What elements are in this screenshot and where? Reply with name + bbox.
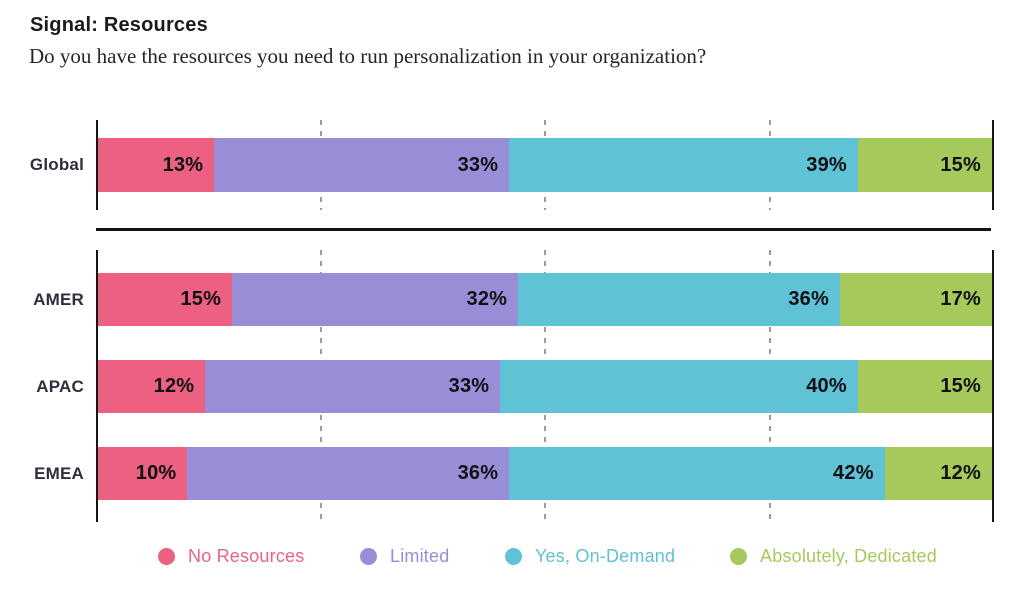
bar-segment: 15% (98, 273, 233, 326)
legend-label: No Resources (188, 546, 305, 566)
bar-segment: 40% (500, 360, 858, 413)
bar-row-apac: 12% 33% 40% 15% (98, 360, 992, 413)
bar-segment: 33% (205, 360, 501, 413)
value-label: 32% (466, 288, 508, 310)
bar-row-global: 13% 33% 39% 15% (98, 138, 992, 192)
legend-item: Absolutely, Dedicated (730, 546, 937, 567)
legend-label: Absolutely, Dedicated (760, 546, 937, 566)
legend-item: No Resources (158, 546, 304, 567)
value-label: 15% (940, 153, 981, 176)
value-label: 36% (457, 462, 499, 484)
bar-segment: 36% (187, 447, 510, 500)
value-label: 33% (457, 153, 499, 176)
value-label: 12% (153, 375, 195, 397)
value-label: 13% (162, 153, 204, 176)
legend-swatch-icon (158, 548, 175, 565)
legend-swatch-icon (730, 548, 747, 565)
chart-question-subtitle: Do you have the resources you need to ru… (29, 44, 707, 68)
bar-segment: 12% (884, 447, 992, 500)
row-label-apac: APAC (36, 376, 84, 396)
legend-item: Yes, On-Demand (505, 546, 675, 567)
legend-item: Limited (360, 546, 449, 567)
value-label: 15% (180, 288, 222, 310)
legend-label: Limited (390, 546, 450, 566)
global-chart-section: Global 13% 33% 39% 15% (0, 120, 1024, 210)
bar-segment: 15% (857, 138, 992, 192)
page-title: Signal: Resources (30, 14, 208, 36)
bar-segment: 33% (214, 138, 510, 192)
value-label: 42% (833, 462, 874, 484)
value-label: 36% (788, 288, 829, 310)
value-label: 15% (940, 375, 981, 397)
bar-segment: 32% (232, 273, 519, 326)
bar-segment: 15% (857, 360, 992, 413)
bar-row-amer: 15% 32% 36% 17% (98, 273, 992, 326)
bar-segment: 39% (509, 138, 858, 192)
left-axis-line (96, 120, 98, 210)
value-label: 10% (135, 462, 177, 484)
bar-segment: 10% (98, 447, 188, 500)
bar-segment: 42% (509, 447, 885, 500)
bar-segment: 17% (840, 273, 992, 326)
right-axis-line (992, 120, 994, 210)
bar-segment: 12% (98, 360, 206, 413)
value-label: 17% (940, 288, 981, 310)
value-label: 40% (806, 375, 847, 397)
regional-chart-section: AMER 15% 32% 36% 17% APAC 12% 33% 40% 15% EMEA 10% 3… (0, 250, 1024, 522)
row-label-global: Global (29, 155, 84, 174)
legend-swatch-icon (360, 548, 377, 565)
bar-segment: 13% (98, 138, 215, 192)
row-label-emea: EMEA (34, 463, 84, 483)
value-label: 12% (940, 462, 981, 484)
bar-row-emea: 10% 36% 42% 12% (98, 447, 992, 500)
legend-swatch-icon (505, 548, 522, 565)
legend-label: Yes, On-Demand (535, 546, 676, 566)
left-axis-line (96, 250, 98, 522)
section-divider-line (96, 228, 991, 231)
value-label: 39% (806, 153, 847, 176)
bar-segment: 36% (518, 273, 840, 326)
row-label-amer: AMER (33, 289, 84, 309)
value-label: 33% (448, 375, 490, 397)
chart-legend: No Resources Limited Yes, On-Demand Absolut… (0, 546, 1024, 570)
right-axis-line (992, 250, 994, 522)
